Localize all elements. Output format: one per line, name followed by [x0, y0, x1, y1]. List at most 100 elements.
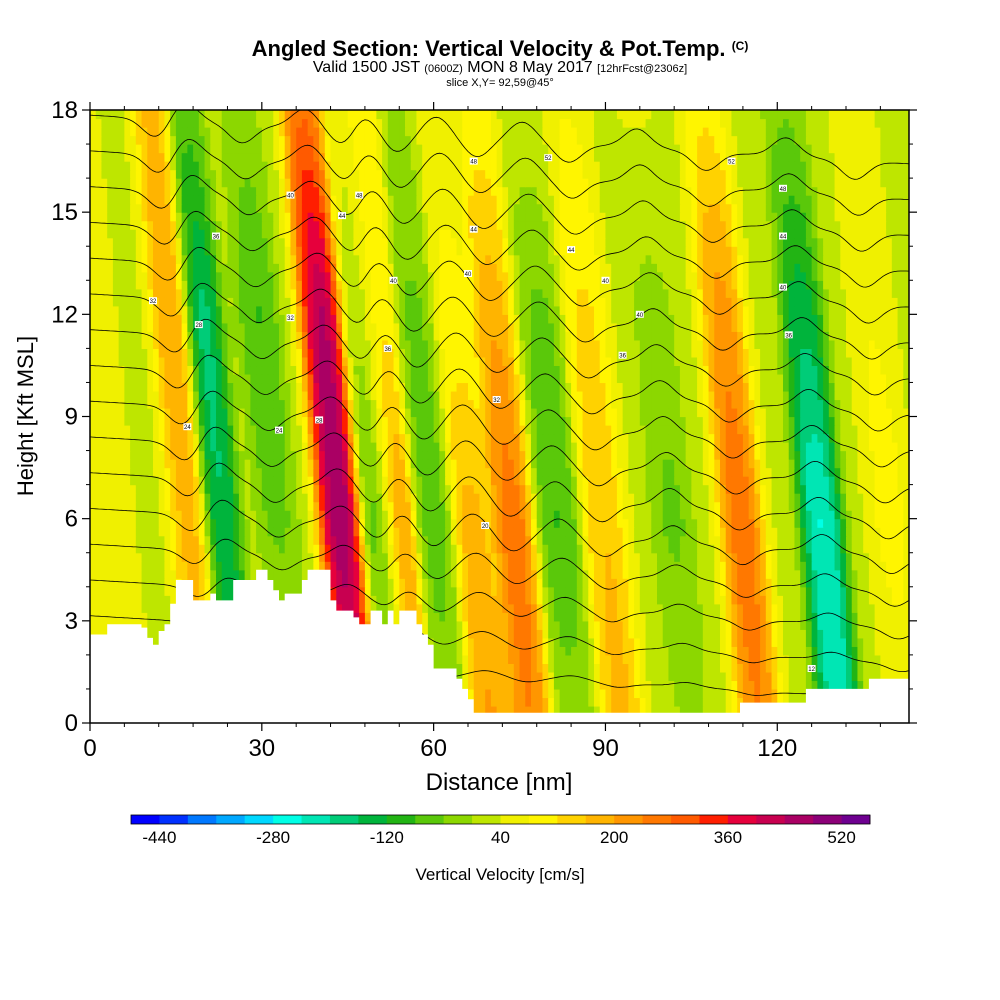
heatmap-cell	[531, 561, 538, 571]
heatmap-cell	[216, 569, 223, 579]
heatmap-cell	[668, 612, 675, 622]
heatmap-cell	[685, 646, 692, 656]
heatmap-cell	[823, 476, 830, 486]
heatmap-cell	[536, 552, 544, 562]
heatmap-cell	[777, 620, 784, 630]
heatmap-cell	[112, 425, 120, 435]
heatmap-cell	[777, 493, 784, 503]
heatmap-cell	[164, 586, 171, 596]
heatmap-cell	[95, 484, 103, 494]
heatmap-cell	[187, 535, 194, 545]
heatmap-cell	[639, 433, 647, 443]
heatmap-cell	[794, 450, 801, 460]
heatmap-cell	[90, 535, 97, 545]
heatmap-cell	[611, 646, 618, 656]
heatmap-cell	[857, 637, 864, 647]
heatmap-cell	[651, 637, 658, 647]
heatmap-cell	[823, 467, 830, 477]
heatmap-cell	[256, 544, 263, 554]
heatmap-cell	[158, 501, 166, 511]
heatmap-cell	[198, 595, 206, 605]
heatmap-cell	[811, 518, 818, 528]
heatmap-cell	[313, 484, 320, 494]
heatmap-cell	[519, 544, 526, 554]
heatmap-cell	[359, 442, 366, 452]
heatmap-cell	[525, 586, 532, 596]
heatmap-cell	[611, 654, 618, 664]
heatmap-cell	[788, 646, 796, 656]
heatmap-cell	[267, 501, 274, 511]
heatmap-cell	[731, 493, 738, 503]
heatmap-cell	[273, 518, 280, 528]
heatmap-cell	[868, 595, 876, 605]
heatmap-cell	[456, 535, 463, 545]
heatmap-cell	[422, 561, 429, 571]
heatmap-cell	[662, 425, 670, 435]
heatmap-cell	[370, 459, 377, 469]
heatmap-cell	[387, 493, 395, 503]
heatmap-cell	[651, 501, 658, 511]
heatmap-cell	[599, 510, 607, 520]
heatmap-cell	[748, 501, 755, 511]
heatmap-cell	[897, 433, 904, 443]
heatmap-cell	[582, 518, 589, 528]
heatmap-cell	[903, 620, 909, 630]
heatmap-cell	[679, 561, 687, 571]
heatmap-cell	[210, 561, 217, 571]
heatmap-cell	[370, 467, 377, 477]
heatmap-cell	[714, 620, 721, 630]
heatmap-cell	[634, 586, 641, 596]
heatmap-cell	[880, 671, 887, 682]
heatmap-cell	[342, 484, 349, 494]
heatmap-cell	[101, 586, 108, 596]
heatmap-cell	[147, 620, 154, 630]
heatmap-cell	[107, 595, 114, 605]
heatmap-cell	[765, 603, 773, 613]
heatmap-cell	[490, 663, 498, 673]
heatmap-cell	[800, 459, 807, 469]
heatmap-cell	[342, 476, 349, 486]
heatmap-cell	[708, 510, 715, 520]
heatmap-cell	[639, 476, 647, 486]
heatmap-cell	[828, 595, 836, 605]
heatmap-cell	[651, 578, 658, 588]
heatmap-cell	[427, 425, 435, 435]
heatmap-cell	[399, 501, 406, 511]
heatmap-cell	[508, 450, 515, 460]
heatmap-cell	[479, 544, 486, 554]
heatmap-cell	[101, 425, 108, 435]
heatmap-cell	[496, 646, 503, 656]
heatmap-cell	[210, 544, 217, 554]
heatmap-cell	[393, 450, 400, 460]
heatmap-cell	[748, 425, 755, 435]
heatmap-cell	[427, 518, 435, 528]
heatmap-cell	[685, 535, 692, 545]
heatmap-cell	[748, 620, 755, 630]
heatmap-cell	[175, 544, 183, 554]
heatmap-cell	[519, 671, 526, 682]
heatmap-cell	[450, 663, 458, 673]
heatmap-cell	[760, 450, 767, 460]
heatmap-cell	[897, 442, 904, 452]
heatmap-cell	[639, 697, 647, 707]
heatmap-cell	[777, 535, 784, 545]
heatmap-cell	[685, 425, 692, 435]
heatmap-cell	[279, 510, 286, 520]
heatmap-cell	[107, 603, 114, 613]
heatmap-cell	[548, 603, 555, 613]
heatmap-cell	[525, 612, 532, 622]
heatmap-cell	[405, 569, 412, 579]
heatmap-cell	[502, 493, 509, 503]
heatmap-cell	[347, 578, 355, 588]
heatmap-cell	[399, 518, 406, 528]
heatmap-cell	[702, 680, 710, 690]
heatmap-cell	[742, 697, 750, 707]
heatmap-cell	[639, 705, 647, 716]
heatmap-cell	[697, 705, 704, 716]
heatmap-cell	[513, 484, 521, 494]
heatmap-cell	[783, 425, 790, 435]
heatmap-cell	[868, 629, 876, 639]
heatmap-cell	[731, 544, 738, 554]
heatmap-cell	[651, 450, 658, 460]
heatmap-cell	[216, 578, 223, 588]
